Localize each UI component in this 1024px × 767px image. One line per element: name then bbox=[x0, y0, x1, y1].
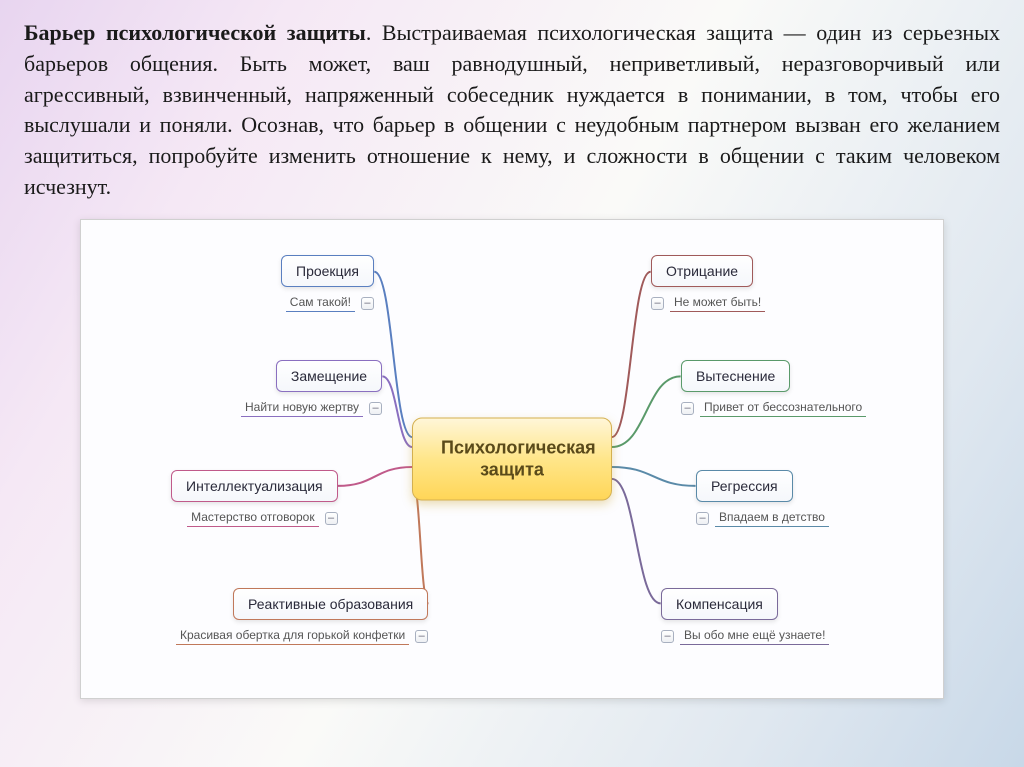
collapse-icon: – bbox=[651, 297, 664, 310]
branch-title: Регрессия bbox=[696, 470, 793, 502]
branch-node: Реактивные образования Красивая обертка д… bbox=[176, 588, 428, 645]
collapse-icon: – bbox=[325, 512, 338, 525]
branch-node: Компенсация –Вы обо мне ещё узнаете! bbox=[661, 588, 829, 645]
branch-subtitle: Красивая обертка для горькой конфетки bbox=[176, 628, 409, 645]
branch-subtitle: Сам такой! bbox=[286, 295, 355, 312]
branch-subtitle-row: –Не может быть! bbox=[651, 295, 765, 312]
branch-subtitle: Найти новую жертву bbox=[241, 400, 363, 417]
branch-node: Интеллектуализация Мастерство отговорок– bbox=[171, 470, 338, 527]
branch-title: Интеллектуализация bbox=[171, 470, 338, 502]
collapse-icon: – bbox=[696, 512, 709, 525]
center-node: Психологическая защита bbox=[412, 417, 612, 500]
connector-line bbox=[612, 272, 651, 437]
branch-node: Проекция Сам такой!– bbox=[281, 255, 374, 312]
branch-subtitle-row: –Вы обо мне ещё узнаете! bbox=[661, 628, 829, 645]
branch-subtitle-row: Мастерство отговорок– bbox=[171, 510, 338, 527]
connector-line bbox=[612, 376, 681, 447]
branch-subtitle-row: –Впадаем в детство bbox=[696, 510, 829, 527]
intro-bold: Барьер психологической защиты bbox=[24, 20, 366, 45]
branch-node: Вытеснение –Привет от бессознательного bbox=[681, 360, 866, 417]
connector-line bbox=[338, 467, 412, 486]
branch-title: Проекция bbox=[281, 255, 374, 287]
intro-paragraph: Барьер психологической защиты. Выстраива… bbox=[0, 0, 1024, 213]
branch-subtitle: Привет от бессознательного bbox=[700, 400, 866, 417]
branch-title: Компенсация bbox=[661, 588, 778, 620]
intro-text: . Выстраиваемая психологическая защита —… bbox=[24, 20, 1000, 199]
branch-subtitle: Не может быть! bbox=[670, 295, 765, 312]
branch-subtitle-row: –Привет от бессознательного bbox=[681, 400, 866, 417]
collapse-icon: – bbox=[415, 630, 428, 643]
branch-subtitle: Мастерство отговорок bbox=[187, 510, 318, 527]
branch-title: Вытеснение bbox=[681, 360, 790, 392]
branch-subtitle-row: Найти новую жертву– bbox=[241, 400, 382, 417]
branch-title: Реактивные образования bbox=[233, 588, 428, 620]
collapse-icon: – bbox=[681, 402, 694, 415]
connector-line bbox=[612, 467, 696, 486]
branch-title: Замещение bbox=[276, 360, 382, 392]
branch-subtitle-row: Сам такой!– bbox=[281, 295, 374, 312]
mindmap-diagram: Психологическая защита Проекция Сам такой… bbox=[80, 219, 944, 699]
collapse-icon: – bbox=[361, 297, 374, 310]
branch-subtitle: Впадаем в детство bbox=[715, 510, 829, 527]
collapse-icon: – bbox=[661, 630, 674, 643]
connector-line bbox=[612, 479, 661, 603]
branch-subtitle: Вы обо мне ещё узнаете! bbox=[680, 628, 829, 645]
branch-subtitle-row: Красивая обертка для горькой конфетки– bbox=[176, 628, 428, 645]
branch-node: Отрицание –Не может быть! bbox=[651, 255, 765, 312]
branch-node: Замещение Найти новую жертву– bbox=[241, 360, 382, 417]
branch-node: Регрессия –Впадаем в детство bbox=[696, 470, 829, 527]
branch-title: Отрицание bbox=[651, 255, 753, 287]
connector-line bbox=[382, 376, 412, 447]
collapse-icon: – bbox=[369, 402, 382, 415]
